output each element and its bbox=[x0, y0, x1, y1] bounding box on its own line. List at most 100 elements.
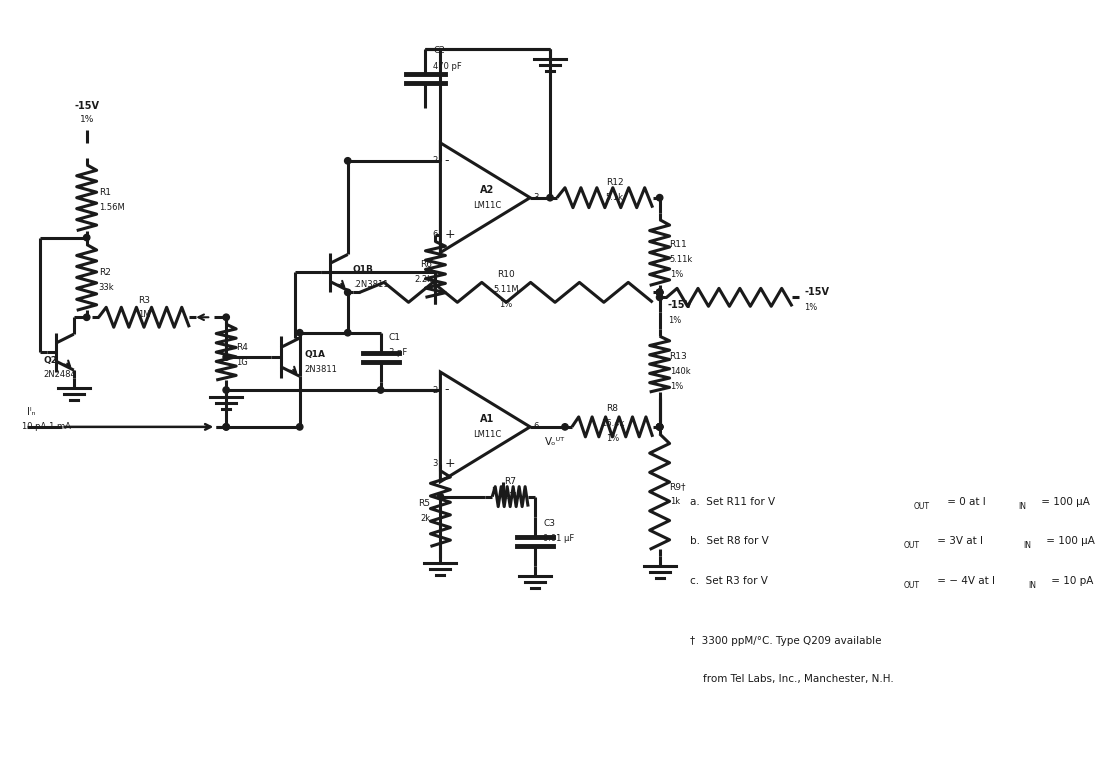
Text: 2k: 2k bbox=[421, 514, 431, 523]
Text: 5.11M: 5.11M bbox=[493, 285, 519, 294]
Circle shape bbox=[656, 195, 663, 201]
Text: 16.4k: 16.4k bbox=[600, 419, 624, 429]
Circle shape bbox=[656, 424, 663, 430]
Circle shape bbox=[437, 493, 443, 500]
Text: 6: 6 bbox=[432, 230, 437, 239]
Circle shape bbox=[656, 424, 663, 430]
Text: IN: IN bbox=[1028, 581, 1037, 590]
Text: R7: R7 bbox=[504, 477, 517, 486]
Text: 2: 2 bbox=[432, 386, 437, 394]
Text: +: + bbox=[444, 457, 455, 470]
Text: Q1A: Q1A bbox=[305, 350, 326, 359]
Circle shape bbox=[223, 354, 230, 361]
Text: R10: R10 bbox=[498, 270, 516, 279]
Text: R3: R3 bbox=[138, 296, 150, 305]
Text: R2: R2 bbox=[98, 268, 110, 277]
Text: R12: R12 bbox=[606, 178, 624, 187]
Circle shape bbox=[561, 424, 568, 430]
Text: 1%: 1% bbox=[500, 300, 513, 309]
Text: 3.3k: 3.3k bbox=[501, 492, 519, 501]
Text: 140k: 140k bbox=[670, 367, 690, 375]
Text: 3 pF: 3 pF bbox=[388, 348, 407, 357]
Text: +: + bbox=[444, 228, 455, 241]
Text: .2N3811: .2N3811 bbox=[353, 280, 388, 289]
Text: = − 4V at I: = − 4V at I bbox=[934, 576, 994, 586]
Text: 1.56M: 1.56M bbox=[98, 203, 124, 212]
Circle shape bbox=[547, 195, 554, 201]
Circle shape bbox=[345, 329, 350, 336]
Text: 10 pA-1 mA: 10 pA-1 mA bbox=[22, 422, 70, 432]
Text: 1%: 1% bbox=[670, 270, 683, 279]
Text: IN: IN bbox=[1023, 541, 1031, 551]
Text: 1M: 1M bbox=[137, 310, 151, 319]
Text: Q1B: Q1B bbox=[353, 265, 374, 274]
Circle shape bbox=[656, 294, 663, 300]
Text: = 100 μA: = 100 μA bbox=[1038, 497, 1090, 507]
Text: 6: 6 bbox=[533, 422, 538, 432]
Text: 5.1k: 5.1k bbox=[606, 193, 624, 203]
Text: = 0 at I: = 0 at I bbox=[944, 497, 985, 507]
Text: 5: 5 bbox=[492, 486, 497, 496]
Text: R6: R6 bbox=[421, 260, 432, 269]
Circle shape bbox=[297, 424, 302, 430]
Text: A2: A2 bbox=[480, 185, 494, 195]
Circle shape bbox=[223, 314, 230, 321]
Text: 1%: 1% bbox=[606, 434, 619, 443]
Text: Q2: Q2 bbox=[44, 356, 58, 364]
Text: R4: R4 bbox=[237, 343, 248, 352]
Text: = 100 μA: = 100 μA bbox=[1043, 536, 1095, 547]
Circle shape bbox=[345, 289, 350, 296]
Text: -15V: -15V bbox=[74, 101, 99, 111]
Text: R13: R13 bbox=[670, 352, 687, 361]
Text: a.  Set R11 for V: a. Set R11 for V bbox=[690, 497, 775, 507]
Text: 1k: 1k bbox=[670, 497, 680, 506]
Text: -: - bbox=[444, 383, 449, 396]
Text: 0.01 μF: 0.01 μF bbox=[543, 534, 575, 543]
Text: 2.2k: 2.2k bbox=[414, 275, 432, 284]
Text: OUT: OUT bbox=[904, 541, 920, 551]
Text: 3: 3 bbox=[432, 459, 437, 468]
Text: OUT: OUT bbox=[904, 581, 920, 590]
Text: Iᴵₙ: Iᴵₙ bbox=[27, 407, 36, 417]
Text: = 3V at I: = 3V at I bbox=[934, 536, 983, 547]
Text: R5: R5 bbox=[418, 499, 431, 508]
Text: IN: IN bbox=[1019, 501, 1027, 511]
Circle shape bbox=[223, 424, 230, 430]
Circle shape bbox=[377, 387, 384, 393]
Text: C3: C3 bbox=[543, 519, 555, 528]
Circle shape bbox=[656, 289, 663, 296]
Circle shape bbox=[656, 289, 663, 296]
Text: 2N3811: 2N3811 bbox=[305, 364, 337, 374]
Circle shape bbox=[345, 158, 350, 164]
Circle shape bbox=[656, 289, 663, 296]
Text: 2: 2 bbox=[432, 156, 437, 165]
Text: LM11C: LM11C bbox=[473, 201, 501, 210]
Text: 2N2484: 2N2484 bbox=[44, 370, 77, 378]
Text: 470 pF: 470 pF bbox=[433, 62, 462, 70]
Circle shape bbox=[84, 314, 90, 321]
Text: OUT: OUT bbox=[914, 501, 930, 511]
Text: from Tel Labs, Inc., Manchester, N.H.: from Tel Labs, Inc., Manchester, N.H. bbox=[690, 674, 893, 684]
Text: -15V: -15V bbox=[805, 287, 829, 297]
Text: -: - bbox=[444, 154, 449, 167]
Text: 1%: 1% bbox=[805, 303, 817, 312]
Text: Vₒᵁᵀ: Vₒᵁᵀ bbox=[545, 437, 565, 447]
Text: †  3300 ppM/°C. Type Q209 available: † 3300 ppM/°C. Type Q209 available bbox=[690, 636, 881, 646]
Text: -15V: -15V bbox=[667, 300, 693, 310]
Text: LM11C: LM11C bbox=[473, 430, 501, 439]
Text: R11: R11 bbox=[670, 240, 687, 249]
Text: 1G: 1G bbox=[237, 357, 248, 367]
Text: A1: A1 bbox=[480, 414, 494, 424]
Text: 33k: 33k bbox=[98, 283, 114, 292]
Text: R1: R1 bbox=[98, 188, 110, 197]
Text: R9†: R9† bbox=[670, 482, 686, 491]
Circle shape bbox=[656, 289, 663, 296]
Circle shape bbox=[223, 424, 230, 430]
Text: C2: C2 bbox=[433, 45, 445, 55]
Text: 1%: 1% bbox=[79, 116, 94, 124]
Text: = 10 pA: = 10 pA bbox=[1048, 576, 1094, 586]
Circle shape bbox=[297, 329, 302, 336]
Text: R8: R8 bbox=[606, 404, 618, 414]
Text: 5.11k: 5.11k bbox=[670, 255, 693, 264]
Circle shape bbox=[656, 424, 663, 430]
